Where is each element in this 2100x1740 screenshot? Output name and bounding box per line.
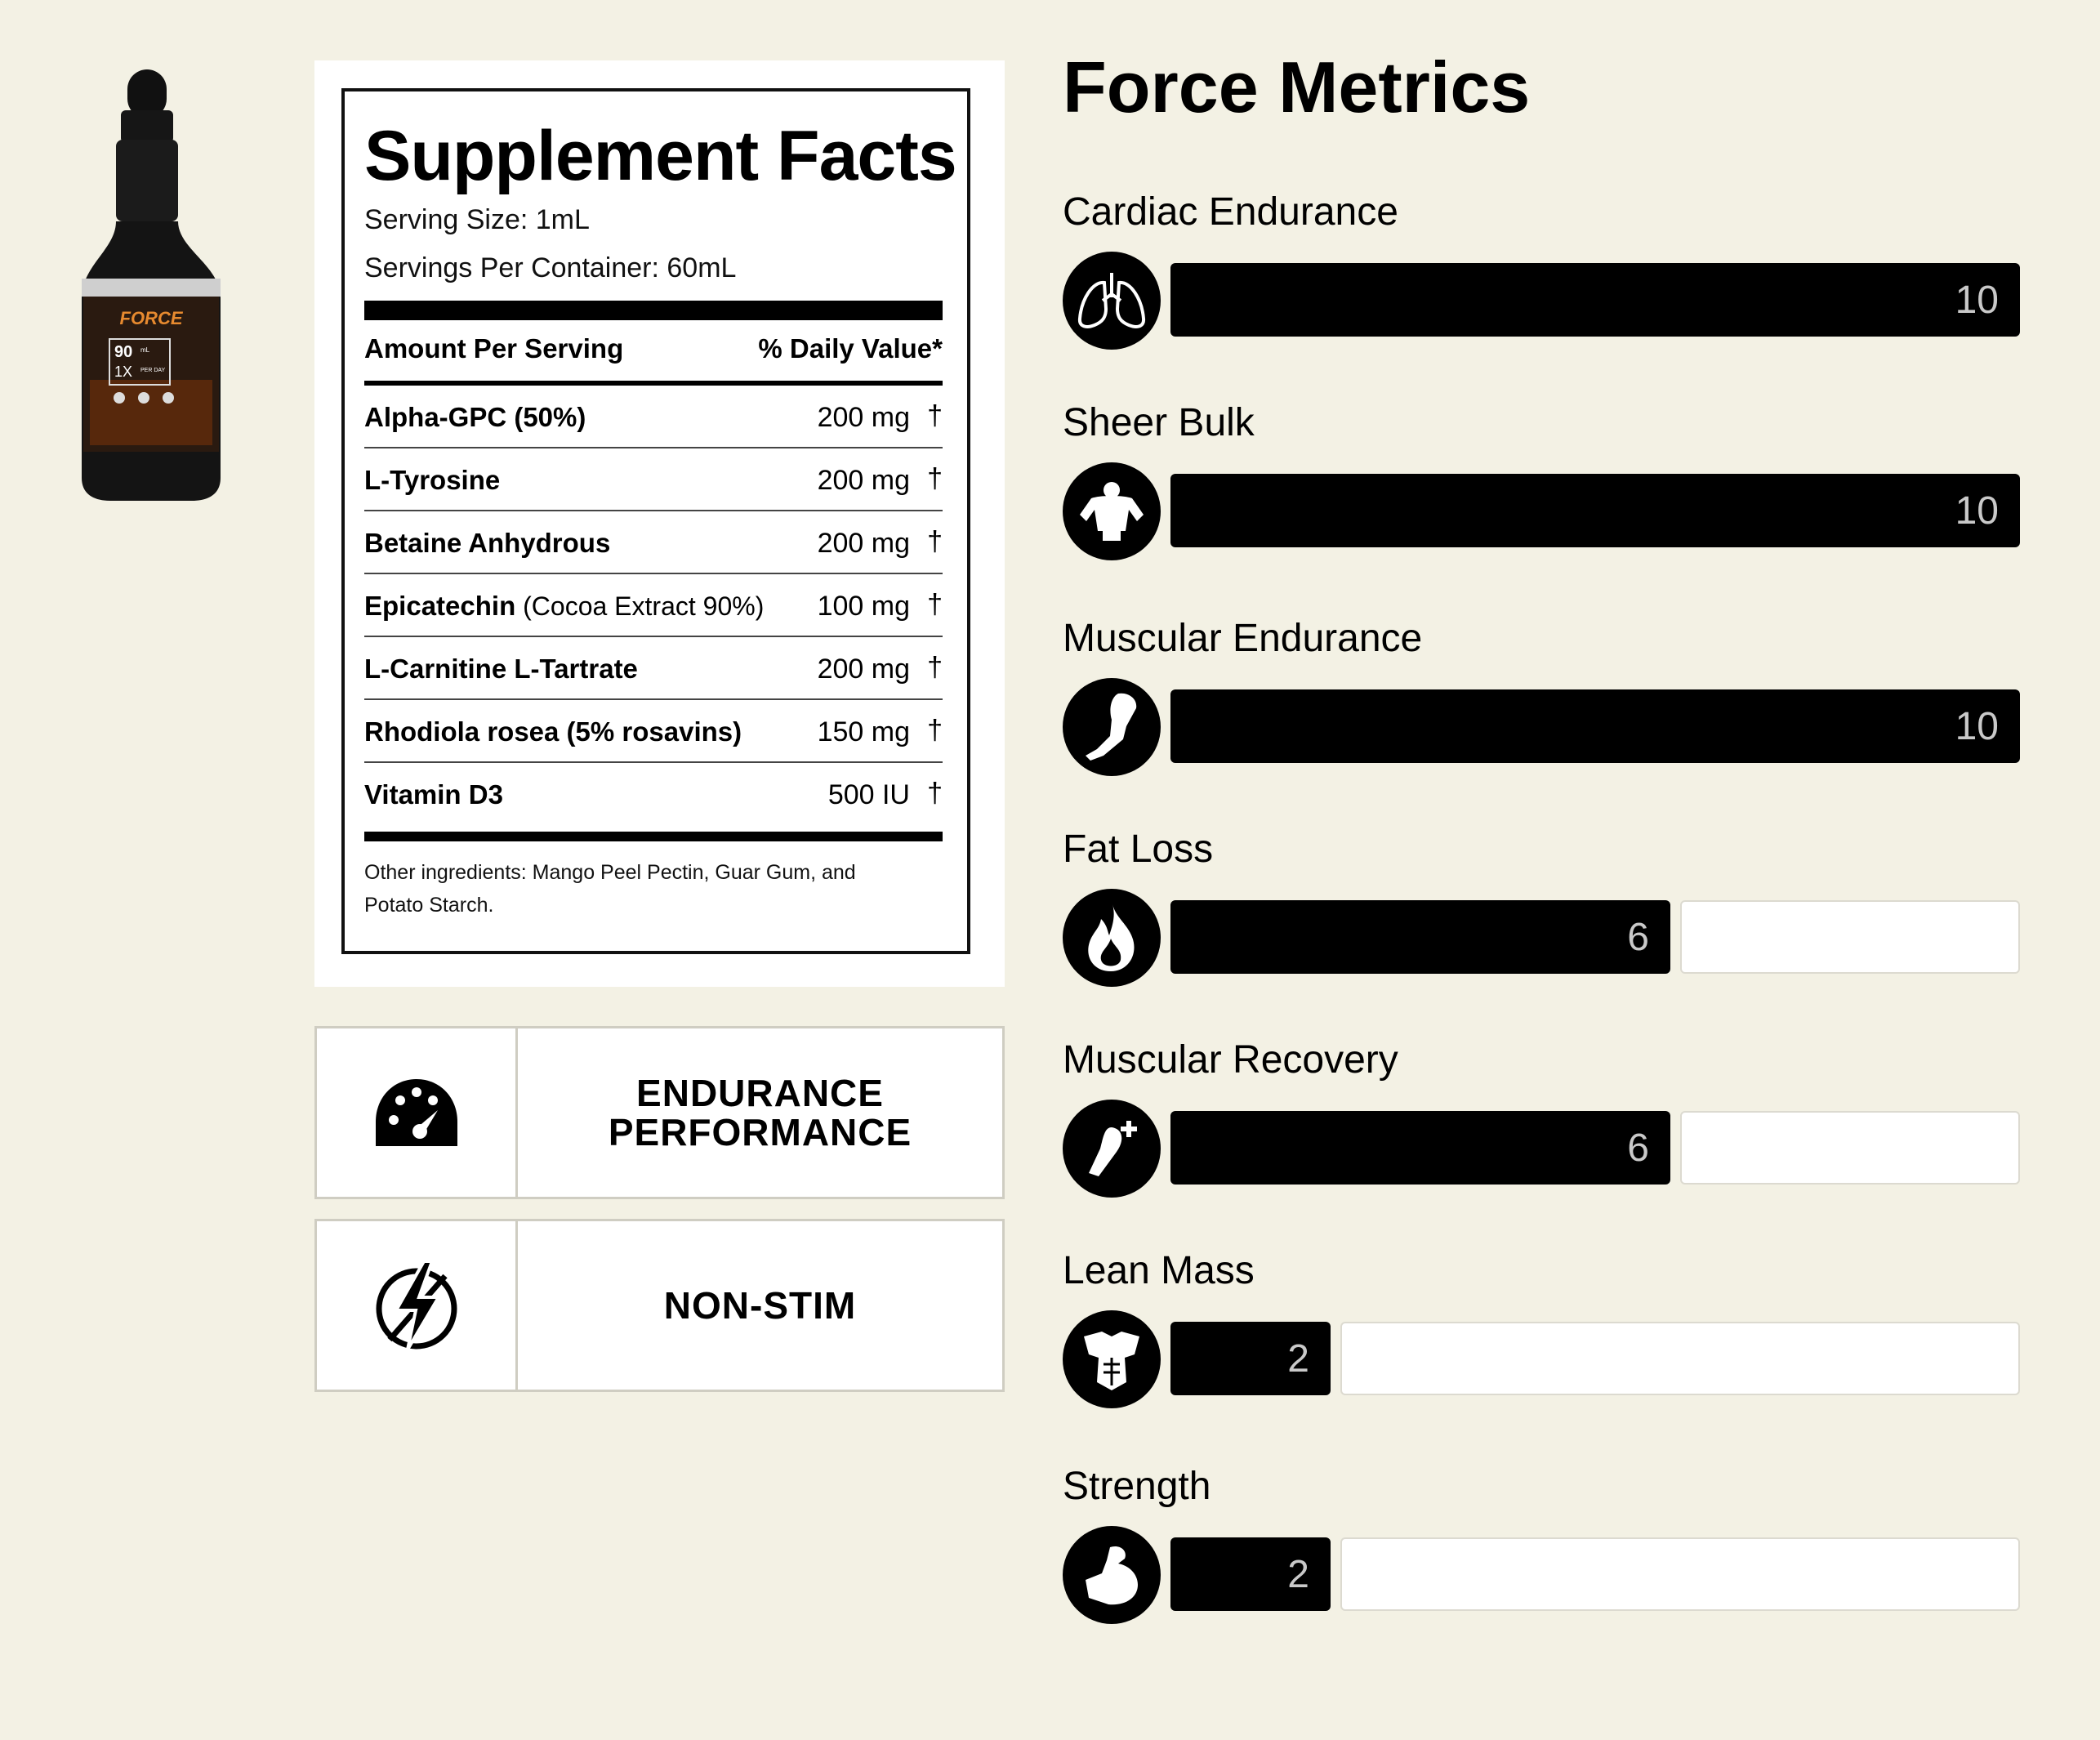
metric-muscular-endurance: Muscular Endurance 10 (1063, 616, 2020, 779)
ingredient-row: Betaine Anhydrous 200 mg † (364, 511, 943, 574)
feature-endurance-performance: ENDURANCE PERFORMANCE (314, 1026, 1005, 1199)
metric-value: 2 (1287, 1553, 1309, 1596)
ingredient-name: Vitamin D3 (364, 779, 503, 810)
dagger-symbol: † (927, 526, 943, 557)
metric-value: 6 (1627, 1127, 1649, 1170)
ingredient-name: Rhodiola rosea (5% rosavins) (364, 716, 742, 747)
metric-label: Fat Loss (1063, 828, 1214, 871)
bottle-volume-unit-text: mL (140, 346, 150, 354)
running-leg-icon (1063, 678, 1161, 776)
metric-track (1340, 1322, 2020, 1395)
metric-track (1680, 900, 2020, 974)
lungs-icon (1063, 252, 1161, 350)
feature-label-line1: ENDURANCE (636, 1072, 884, 1114)
metric-fill-bar: 2 (1170, 1322, 1331, 1395)
feature-label-line2: PERFORMANCE (608, 1111, 912, 1153)
metric-label: Strength (1063, 1465, 1211, 1508)
metric-strength: Strength 2 (1063, 1464, 2020, 1627)
flame-icon (1063, 889, 1161, 987)
metric-fill-bar: 2 (1170, 1537, 1331, 1611)
metric-label: Muscular Recovery (1063, 1038, 1398, 1082)
amount-per-serving-header: Amount Per Serving (364, 333, 624, 364)
metric-fill-bar: 10 (1170, 474, 2020, 547)
metric-value: 10 (1955, 279, 1999, 322)
dagger-symbol: † (927, 652, 943, 683)
metrics-title: Force Metrics (1063, 47, 1531, 127)
other-ingredients: Other ingredients: Mango Peel Pectin, Gu… (364, 861, 856, 917)
ingredient-subtext: (Cocoa Extract 90%) (515, 591, 765, 621)
ingredient-name: Betaine Anhydrous (364, 528, 611, 558)
ingredient-amount: 200 mg (817, 465, 910, 496)
metric-label: Lean Mass (1063, 1249, 1255, 1292)
divider-thick (364, 301, 943, 320)
supplement-facts-label: Supplement Facts Serving Size: 1mL Servi… (341, 88, 970, 954)
divider-medium (364, 381, 943, 386)
ingredient-name: Epicatechin (364, 591, 516, 621)
ingredient-row: L-Carnitine L-Tartrate 200 mg † (364, 637, 943, 700)
metric-muscular-recovery: Muscular Recovery 6 (1063, 1037, 2020, 1201)
ingredient-row: L-Tyrosine 200 mg † (364, 448, 943, 511)
ingredient-name: Alpha-GPC (50%) (364, 402, 586, 432)
metric-label: Sheer Bulk (1063, 401, 1255, 444)
metric-fill-bar: 6 (1170, 1111, 1670, 1185)
metric-value: 10 (1955, 489, 1999, 533)
metric-value: 2 (1287, 1337, 1309, 1381)
dagger-symbol: † (927, 778, 943, 809)
ingredient-table: Alpha-GPC (50%) 200 mg † L-Tyrosine 200 … (364, 386, 943, 826)
ingredient-row: Epicatechin (Cocoa Extract 90%) 100 mg † (364, 574, 943, 637)
metric-fill-bar: 6 (1170, 900, 1670, 974)
no-stimulant-icon (376, 1260, 457, 1351)
metric-label: Muscular Endurance (1063, 617, 1423, 660)
metric-value: 10 (1955, 705, 1999, 748)
ingredient-row: Vitamin D3 500 IU † (364, 763, 943, 826)
ingredient-amount: 200 mg (817, 654, 910, 685)
metric-cardiac-endurance: Cardiac Endurance 10 (1063, 190, 2020, 353)
metric-value: 6 (1627, 916, 1649, 959)
metric-fat-loss: Fat Loss 6 (1063, 827, 2020, 990)
ingredient-name: L-Tyrosine (364, 465, 501, 495)
supplement-facts-title: Supplement Facts (364, 117, 957, 195)
bottle-dose-text: 1X (114, 364, 132, 380)
ingredient-amount: 100 mg (817, 591, 910, 622)
bottle-brand-text: FORCE (120, 308, 184, 328)
ingredient-row: Alpha-GPC (50%) 200 mg † (364, 386, 943, 448)
daily-value-header: % Daily Value* (758, 333, 943, 364)
metric-label: Cardiac Endurance (1063, 190, 1398, 234)
metric-track (1340, 1537, 2020, 1611)
dagger-symbol: † (927, 400, 943, 431)
metric-fill-bar: 10 (1170, 689, 2020, 763)
ingredient-amount: 200 mg (817, 402, 910, 433)
dagger-symbol: † (927, 715, 943, 746)
metric-fill-bar: 10 (1170, 263, 2020, 337)
product-bottle-image: FORCE 90 mL 1X PER DAY (82, 69, 221, 501)
muscle-plus-icon (1063, 1100, 1161, 1198)
ingredient-name: L-Carnitine L-Tartrate (364, 654, 638, 684)
dagger-symbol: † (927, 463, 943, 494)
speedometer-icon (375, 1079, 457, 1146)
bottle-volume-text: 90 (114, 343, 132, 361)
ingredient-amount: 200 mg (817, 528, 910, 559)
metric-sheer-bulk: Sheer Bulk 10 (1063, 400, 2020, 564)
feature-non-stim: NON-STIM (314, 1219, 1005, 1392)
ingredient-amount: 150 mg (817, 716, 910, 747)
bottle-dose-sub-text: PER DAY (140, 368, 166, 373)
metric-lean-mass: Lean Mass 2 (1063, 1248, 2020, 1412)
servings-per-container: Servings Per Container: 60mL (364, 252, 737, 283)
serving-size: Serving Size: 1mL (364, 204, 590, 235)
feature-label: NON-STIM (663, 1284, 857, 1327)
flexed-arm-icon (1063, 1526, 1161, 1624)
dagger-symbol: † (927, 589, 943, 620)
metric-track (1680, 1111, 2020, 1185)
bodybuilder-icon (1063, 462, 1161, 560)
torso-icon (1063, 1310, 1161, 1408)
ingredient-row: Rhodiola rosea (5% rosavins) 150 mg † (364, 700, 943, 763)
ingredient-amount: 500 IU (827, 779, 910, 810)
supplement-facts-panel: Supplement Facts Serving Size: 1mL Servi… (314, 60, 1005, 987)
divider-bottom (364, 832, 943, 841)
